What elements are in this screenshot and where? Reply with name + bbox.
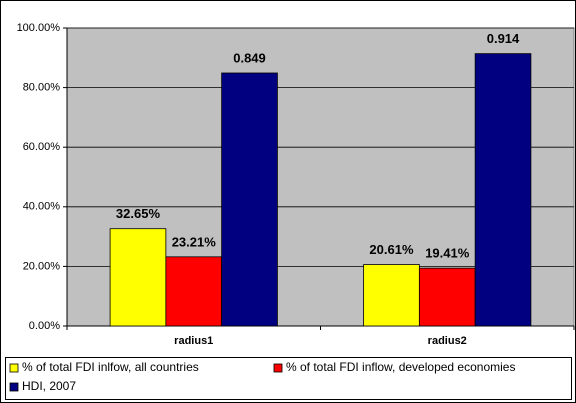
value-label: 23.21% xyxy=(172,234,217,249)
legend-box xyxy=(5,357,572,400)
legend-swatch xyxy=(273,363,283,373)
value-label: 32.65% xyxy=(116,206,161,221)
x-tick-label: radius1 xyxy=(174,335,213,347)
value-label: 0.914 xyxy=(487,31,520,46)
bar xyxy=(363,264,420,327)
bar xyxy=(109,228,167,327)
value-label: 0.849 xyxy=(233,50,266,65)
legend-label: HDI, 2007 xyxy=(22,379,76,393)
bar xyxy=(221,72,278,327)
legend-swatch xyxy=(9,363,19,373)
legend-swatch xyxy=(9,382,19,392)
y-tick-label: 100.00% xyxy=(17,22,61,34)
bar xyxy=(165,256,223,327)
y-tick-label: 60.00% xyxy=(23,141,61,153)
value-label: 19.41% xyxy=(425,246,470,261)
y-tick-label: 40.00% xyxy=(23,201,61,213)
legend-label: % of total FDI inlfow, all countries xyxy=(22,360,199,374)
bar xyxy=(418,267,476,327)
value-label: 20.61% xyxy=(369,242,414,257)
x-tick-label: radius2 xyxy=(428,335,467,347)
y-tick-label: 20.00% xyxy=(23,260,61,272)
y-tick-label: 80.00% xyxy=(23,82,61,94)
legend-label: % of total FDI inflow, developed economi… xyxy=(286,360,515,374)
bar xyxy=(474,53,532,327)
y-tick-label: 0.00% xyxy=(29,320,60,332)
